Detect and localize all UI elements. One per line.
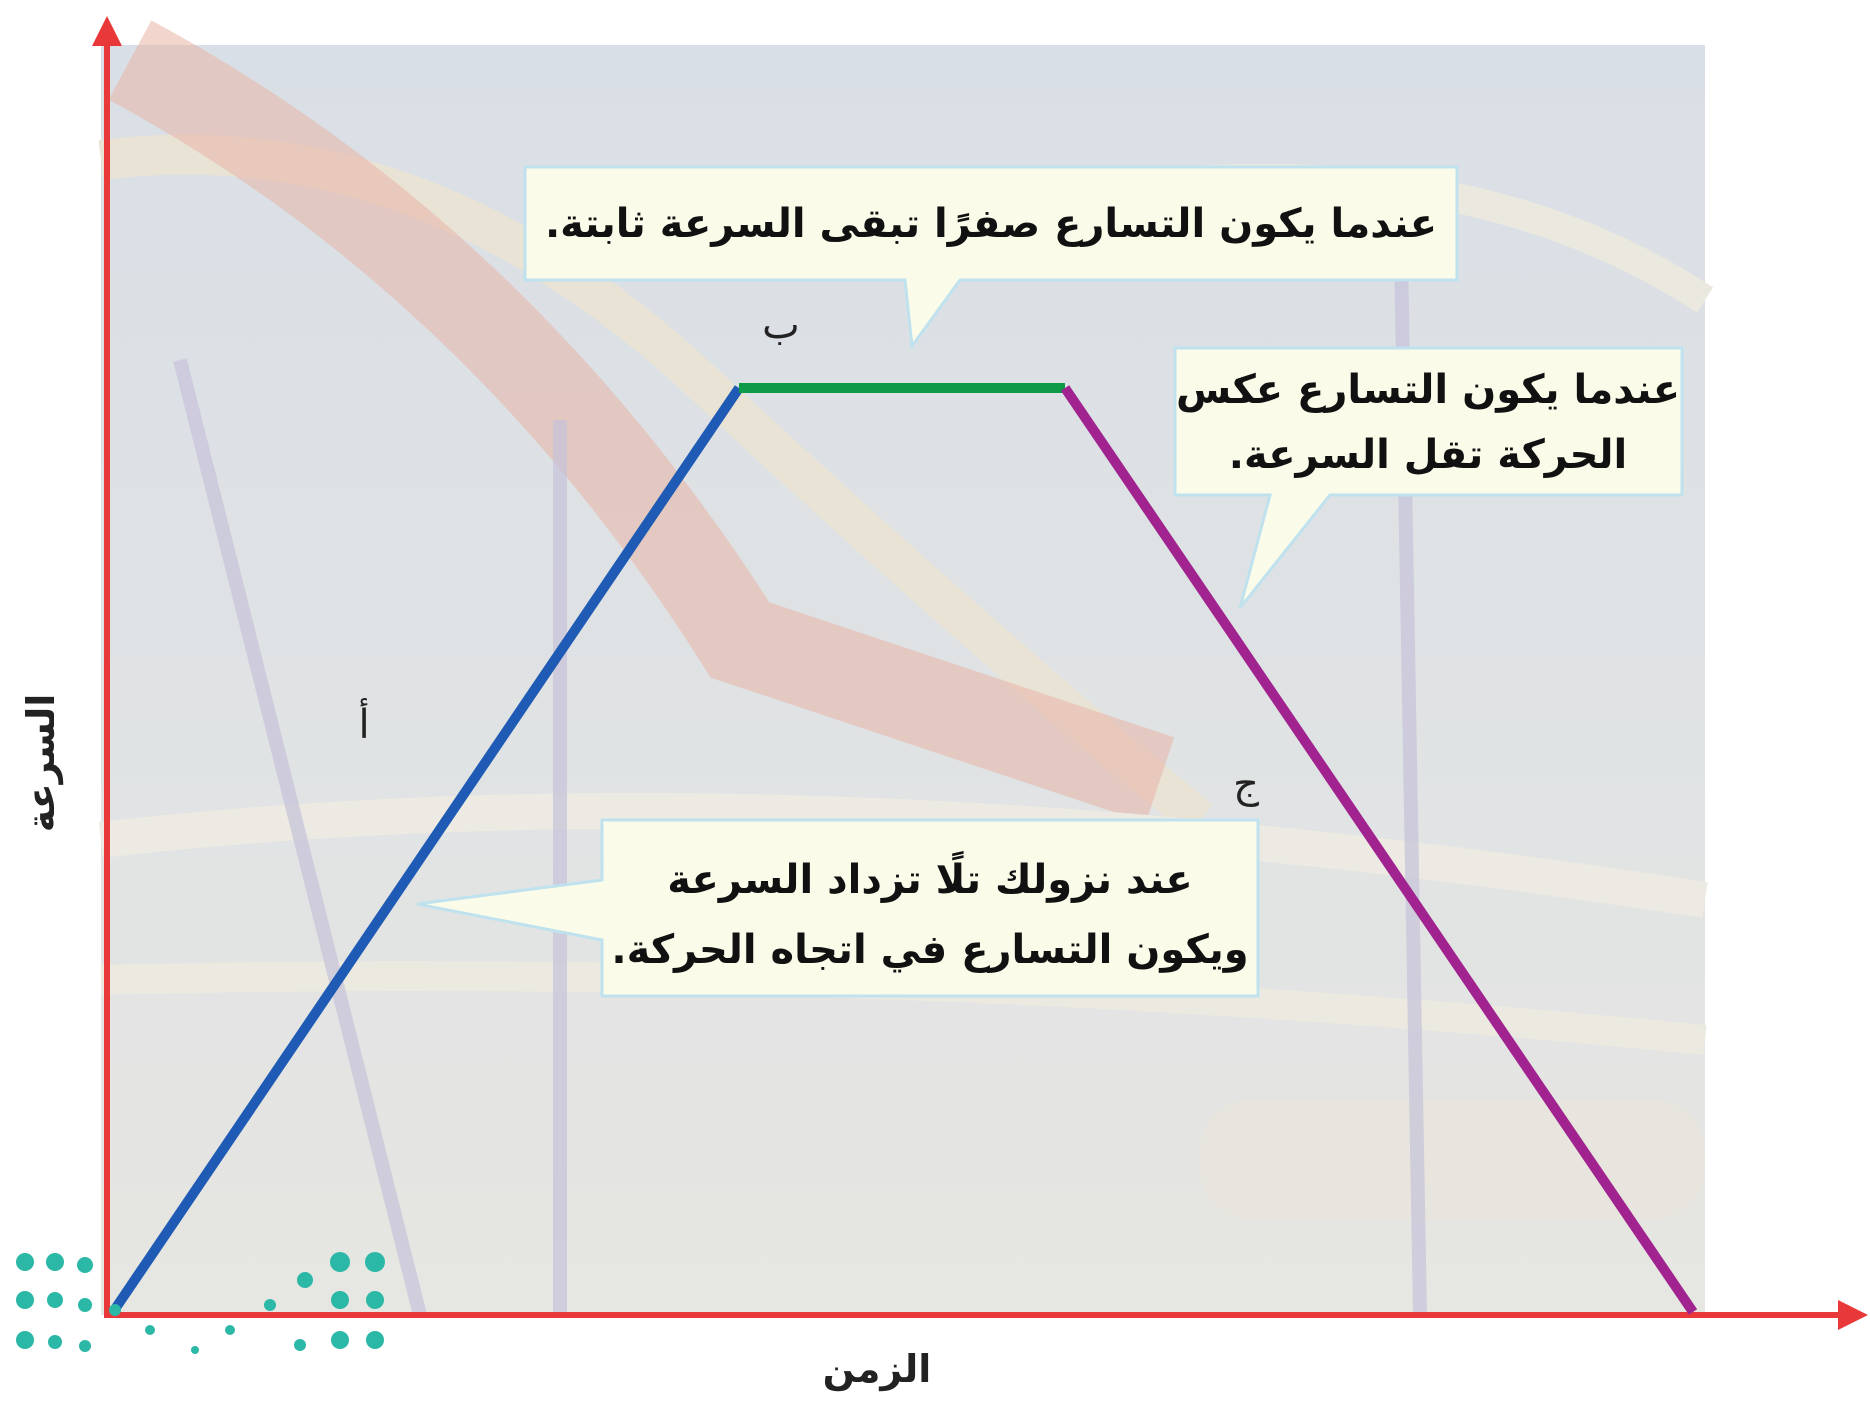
logo-dots [16, 1252, 385, 1354]
axes [92, 16, 1868, 1330]
point-label: ب [762, 302, 800, 348]
callout-text: ويكون التسارع في اتجاه الحركة. [611, 927, 1248, 973]
x-axis-label: الزمن [823, 1347, 932, 1391]
callout: عند نزولك تلًا تزداد السرعة ويكون التسار… [416, 818, 1260, 998]
speed-graph [108, 383, 1698, 1315]
callout: عندما يكون التسارع عكس الحركة تقل السرعة… [1173, 346, 1684, 609]
segment-c [1060, 385, 1698, 1315]
segment-a [108, 385, 744, 1315]
callout-text: الحركة تقل السرعة. [1229, 432, 1627, 478]
callout-text: عند نزولك تلًا تزداد السرعة [667, 850, 1192, 903]
callout-text: عندما يكون التسارع عكس [1176, 367, 1680, 413]
callout-text: عندما يكون التسارع صفرًا تبقى السرعة ثاب… [545, 201, 1437, 247]
y-axis-label: السرعة [19, 694, 63, 833]
callout: عندما يكون التسارع صفرًا تبقى السرعة ثاب… [523, 165, 1459, 351]
point-label: أ [358, 698, 369, 748]
point-label: ج [1233, 761, 1259, 808]
